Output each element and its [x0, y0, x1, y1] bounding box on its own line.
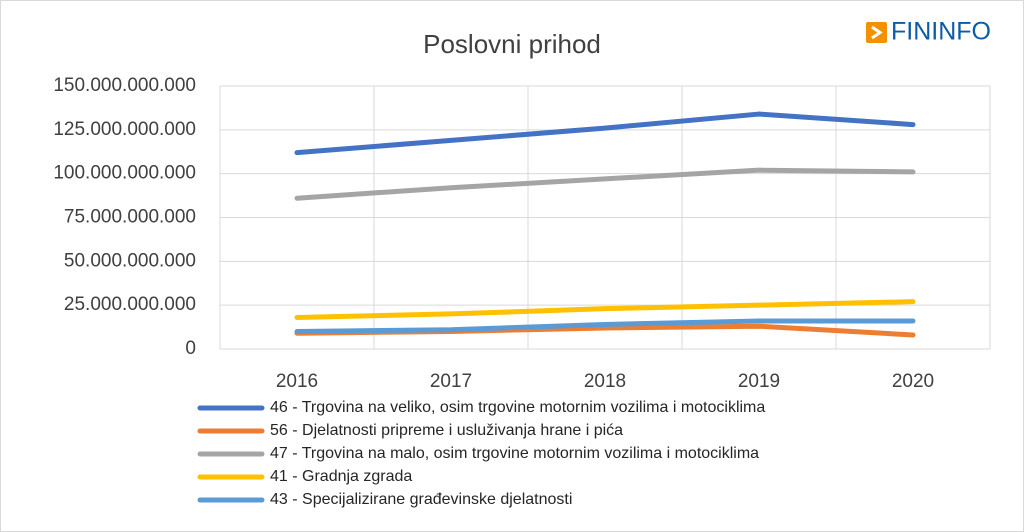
- legend-label: 47 - Trgovina na malo, osim trgovine mot…: [270, 445, 759, 462]
- x-tick-label: 2017: [430, 371, 472, 392]
- logo-text: FININFO: [891, 18, 991, 46]
- x-tick-label: 2018: [584, 371, 626, 392]
- x-tick-label: 2016: [276, 371, 318, 392]
- logo: FININFO: [866, 18, 991, 46]
- legend-label: 46 - Trgovina na veliko, osim trgovine m…: [270, 399, 765, 416]
- chart-title: Poslovni prihod: [423, 29, 601, 59]
- y-tick-label: 50.000.000.000: [64, 250, 196, 271]
- legend-label: 41 - Gradnja zgrada: [270, 468, 412, 485]
- y-tick-label: 125.000.000.000: [53, 119, 196, 140]
- line-series: [294, 111, 916, 156]
- logo-icon: [866, 22, 887, 43]
- legend-label: 56 - Djelatnosti pripreme i usluživanja …: [270, 422, 623, 439]
- x-tick-label: 2020: [892, 371, 934, 392]
- x-tick-label: 2019: [738, 371, 780, 392]
- line-series: [294, 318, 916, 334]
- logo-arrow: [871, 25, 883, 40]
- y-tick-label: 150.000.000.000: [53, 75, 196, 96]
- y-tick-label: 75.000.000.000: [64, 207, 196, 228]
- line-series: [294, 167, 916, 201]
- y-tick-label: 100.000.000.000: [53, 163, 196, 184]
- y-tick-label: 0: [185, 338, 196, 359]
- y-tick-label: 25.000.000.000: [64, 294, 196, 315]
- legend-label: 43 - Specijalizirane građevinske djelatn…: [270, 491, 572, 508]
- line-series: [294, 299, 916, 320]
